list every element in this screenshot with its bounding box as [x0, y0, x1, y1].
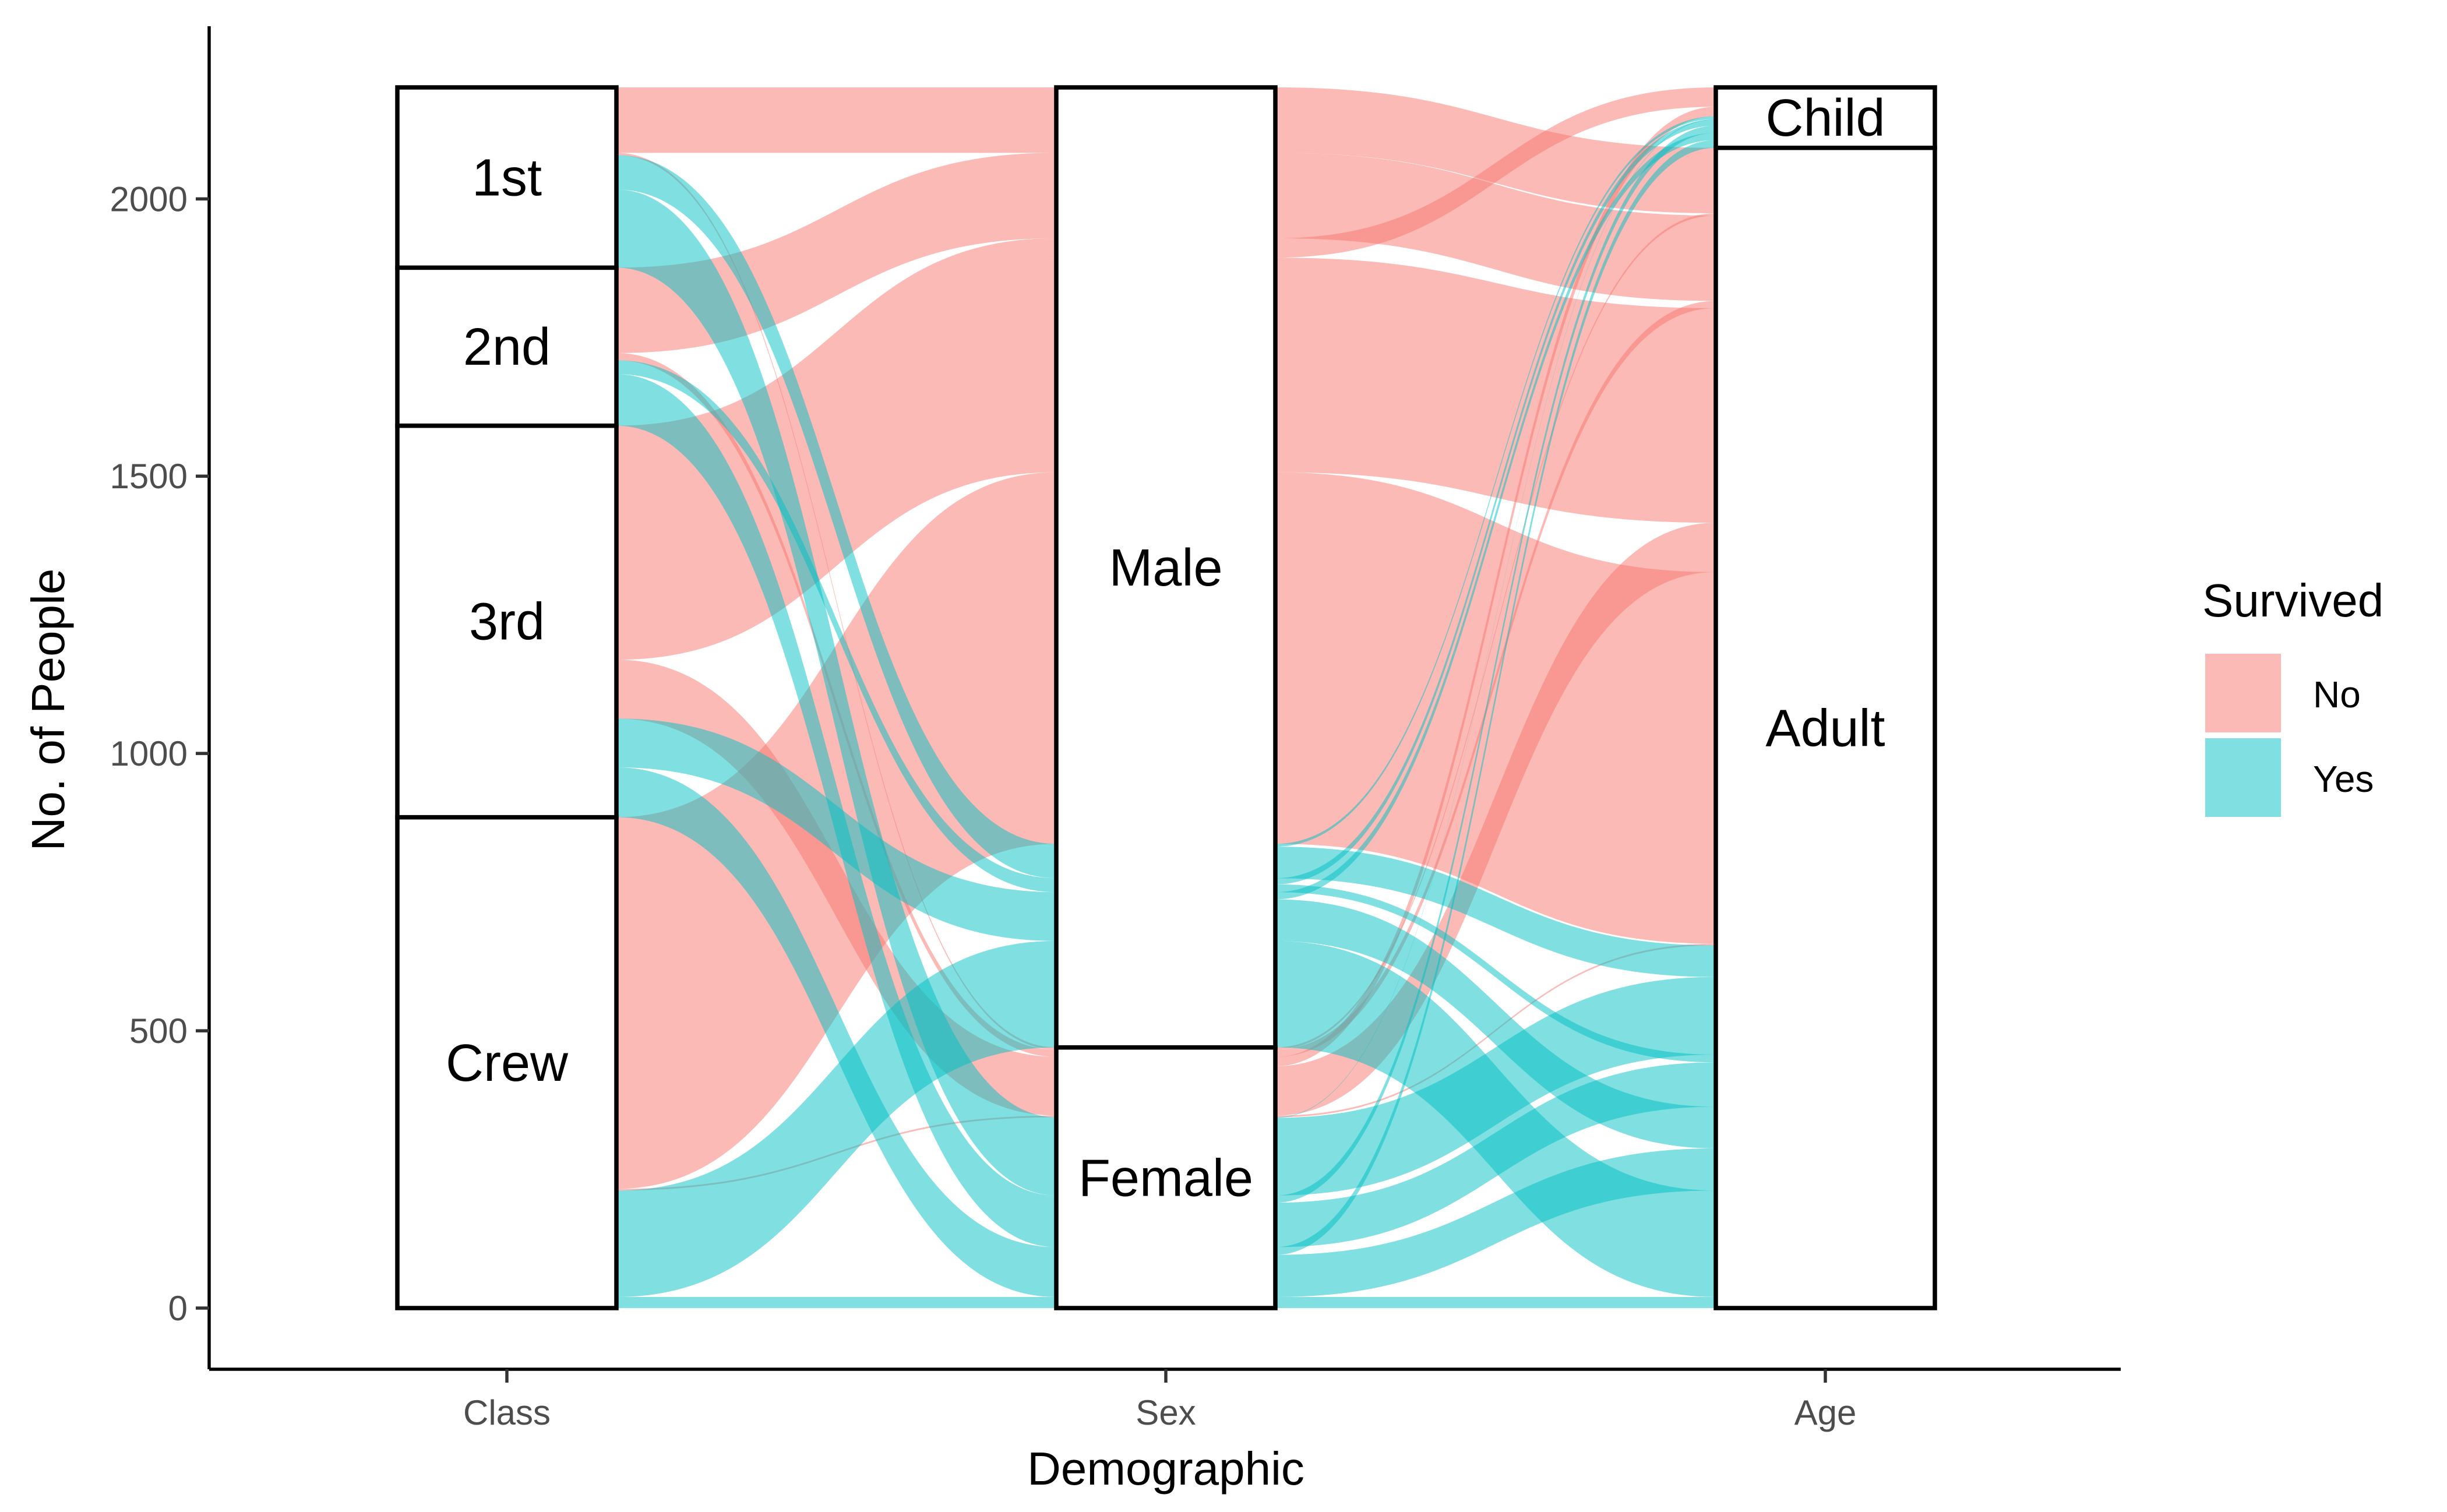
- stratum-label-class-crew: Crew: [446, 1034, 569, 1092]
- flow-1st-male-adult-yes-sex-to-age: [1275, 847, 1716, 977]
- flow-3rd-male-adult-no-class-to-sex: [616, 258, 1056, 660]
- flow-3rd-female-adult-yes-sex-to-age: [1275, 1148, 1716, 1297]
- stratum-label-age-child: Child: [1765, 89, 1885, 147]
- flow-1st-male-adult-no-sex-to-age: [1275, 87, 1716, 214]
- y-tick-label-500: 500: [129, 1011, 188, 1051]
- flow-3rd-male-child-no-class-to-sex: [616, 238, 1056, 445]
- legend-key-no: [2205, 654, 2281, 732]
- legend-label-yes: Yes: [2313, 758, 2374, 800]
- legend-items: No Yes: [2205, 654, 2374, 817]
- flow-3rd-female-adult-no-class-to-sex: [616, 669, 1056, 1116]
- stratum-age-adult: [1713, 146, 1937, 1310]
- legend-key-yes: [2205, 738, 2281, 817]
- stratum-age-child: [1713, 85, 1937, 150]
- stratum-class-3rd: [395, 423, 619, 820]
- stratum-label-sex-male: Male: [1109, 539, 1222, 597]
- axes-layer: 0 500 1000 1500 2000 Class Sex Age Demographic…: [22, 26, 2121, 1495]
- flow-1st-male-adult-no-class-to-sex: [616, 87, 1056, 153]
- y-tick-label-1500: 1500: [110, 457, 188, 496]
- y-ticks: 0 500 1000 1500 2000: [110, 179, 209, 1328]
- legend-title: Survived: [2202, 575, 2383, 626]
- y-axis-title: No. of People: [22, 569, 74, 851]
- flow-3rd-female-adult-yes-class-to-sex: [616, 775, 1056, 1297]
- legend: Survived No Yes: [2202, 575, 2383, 817]
- flow-2nd-male-adult-yes-class-to-sex: [616, 366, 1056, 893]
- flow-2nd-male-adult-yes-sex-to-age: [1275, 884, 1716, 1063]
- stratum-sex-male: [1054, 85, 1278, 1050]
- stratum-label-class-1st: 1st: [472, 149, 542, 207]
- x-tick-label-sex: Sex: [1136, 1393, 1196, 1432]
- flow-1st-female-adult-yes-sex-to-age: [1275, 977, 1716, 1196]
- flow-1st-female-adult-yes-class-to-sex: [616, 190, 1056, 1196]
- legend-label-no: No: [2313, 674, 2361, 716]
- strata-layer: Crew 3rd 2nd 1st Female Male Adult Child: [395, 85, 1937, 1310]
- stratum-class-2nd: [395, 265, 619, 428]
- y-tick-label-0: 0: [168, 1289, 188, 1328]
- flow-crew-female-adult-yes-sex-to-age: [1275, 1296, 1716, 1308]
- stratum-label-sex-female: Female: [1078, 1149, 1253, 1207]
- stratum-sex-female: [1054, 1045, 1278, 1310]
- x-tick-label-class: Class: [463, 1393, 551, 1432]
- stratum-label-class-2nd: 2nd: [463, 318, 551, 376]
- flow-2nd-male-child-yes-sex-to-age: [1275, 119, 1716, 884]
- flow-crew-female-adult-yes-class-to-sex: [616, 1296, 1056, 1308]
- stratum-label-class-3rd: 3rd: [469, 593, 545, 651]
- flow-2nd-male-child-yes-class-to-sex: [616, 360, 1056, 884]
- stratum-class-crew: [395, 815, 619, 1310]
- flow-3rd-male-adult-no-sex-to-age: [1275, 258, 1716, 523]
- flow-1st-male-adult-yes-class-to-sex: [616, 157, 1056, 879]
- flow-2nd-female-adult-yes-sex-to-age: [1275, 1062, 1716, 1247]
- flow-3rd-female-adult-no-sex-to-age: [1275, 523, 1716, 1116]
- flow-3rd-female-child-yes-class-to-sex: [616, 767, 1056, 1255]
- stratum-label-age-adult: Adult: [1765, 699, 1885, 757]
- flow-1st-male-child-yes-class-to-sex: [616, 155, 1056, 847]
- y-tick-label-2000: 2000: [110, 179, 188, 218]
- flow-1st-female-adult-no-class-to-sex: [616, 153, 1056, 1050]
- y-tick-label-1000: 1000: [110, 734, 188, 773]
- flow-3rd-female-child-yes-sex-to-age: [1275, 140, 1716, 1255]
- flow-2nd-female-child-yes-sex-to-age: [1275, 125, 1716, 1203]
- flow-1st-female-child-yes-class-to-sex: [616, 189, 1056, 1118]
- flow-1st-male-child-yes-sex-to-age: [1275, 116, 1716, 847]
- x-ticks: Class Sex Age: [463, 1369, 1856, 1432]
- flow-2nd-female-adult-no-sex-to-age: [1275, 301, 1716, 1057]
- flow-3rd-male-child-yes-sex-to-age: [1275, 133, 1716, 900]
- x-axis-title: Demographic: [1027, 1443, 1304, 1495]
- stratum-class-1st: [395, 85, 619, 270]
- flow-2nd-female-child-yes-class-to-sex: [616, 374, 1056, 1203]
- flow-2nd-female-adult-yes-class-to-sex: [616, 381, 1056, 1247]
- flow-1st-female-adult-no-sex-to-age: [1275, 213, 1716, 1050]
- flows-layer: [616, 87, 1716, 1308]
- flow-1st-female-child-yes-sex-to-age: [1275, 119, 1716, 1118]
- x-tick-label-age: Age: [1794, 1393, 1857, 1432]
